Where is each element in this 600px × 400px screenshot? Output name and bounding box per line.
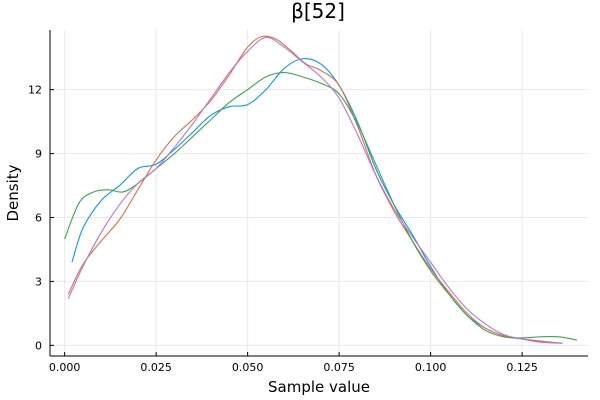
y-tick-label: 12: [28, 84, 42, 97]
tick-labels: 0.000 0.025 0.050 0.075 0.100 0.125 0 3 6 9 12: [28, 84, 538, 374]
y-tick-label: 6: [35, 212, 42, 225]
x-tick-label: 0.050: [232, 361, 264, 374]
y-tick-label: 3: [35, 275, 42, 288]
y-axis-label: Density: [4, 164, 22, 221]
density-line-1: [71, 58, 563, 344]
y-tick-label: 9: [35, 148, 42, 161]
density-line-3: [64, 72, 578, 341]
x-tick-label: 0.125: [506, 361, 538, 374]
x-tick-label: 0.025: [140, 361, 172, 374]
density-line-2: [67, 35, 559, 344]
density-line-4: [67, 36, 563, 344]
x-tick-label: 0.100: [415, 361, 447, 374]
grid-lines: [50, 30, 588, 356]
x-axis-label: Sample value: [268, 378, 370, 396]
x-tick-label: 0.075: [323, 361, 355, 374]
chart-title: β[52]: [291, 0, 345, 23]
y-tick-label: 0: [35, 339, 42, 352]
axes: [49, 30, 588, 357]
series-lines: [64, 35, 578, 344]
x-tick-label: 0.000: [49, 361, 81, 374]
